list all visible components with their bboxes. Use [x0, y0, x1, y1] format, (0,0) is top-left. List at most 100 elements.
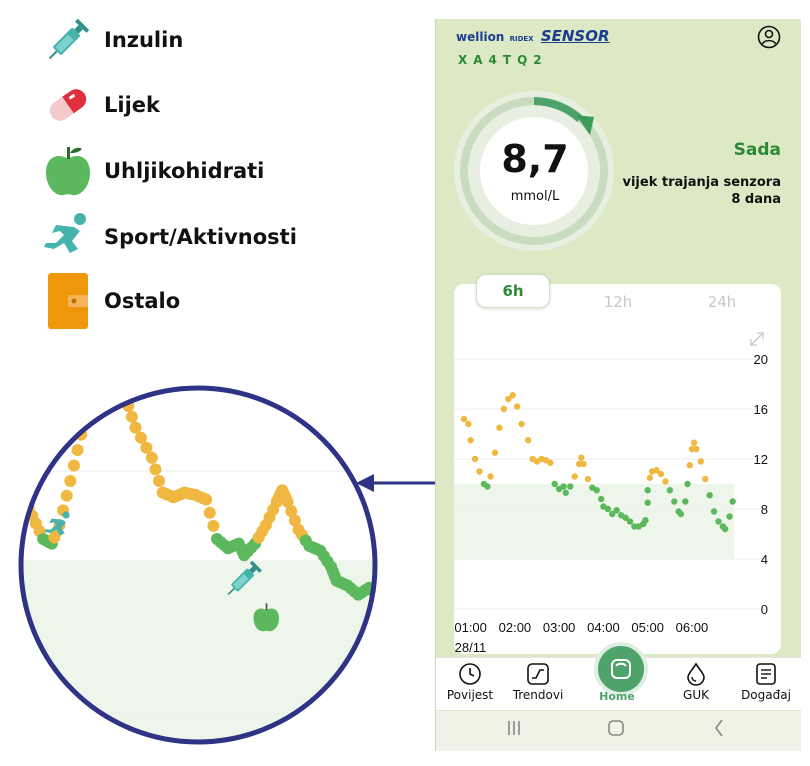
device-code: XA4TQ2 [458, 53, 548, 67]
recent-apps-icon[interactable] [508, 721, 520, 735]
system-nav-bar [436, 711, 801, 751]
zoom-reading-point [145, 451, 158, 464]
glucose-reading-point [609, 510, 616, 518]
zoom-reading-point [115, 389, 128, 395]
glucose-reading-point [721, 525, 729, 533]
zoom-reading-point [16, 463, 20, 475]
glucose-reading-point [686, 462, 693, 469]
glucose-reading-point [715, 518, 722, 525]
zoom-reading-point [285, 505, 298, 518]
zoomed-chart-detail [16, 383, 378, 745]
running-person-icon [44, 511, 70, 536]
glucose-reading-point [465, 420, 472, 428]
trend-arrow-icon [576, 115, 594, 135]
y-tick-label: 0 [761, 602, 768, 617]
glucose-reading-point [491, 449, 499, 456]
glucose-reading-point [547, 459, 554, 466]
glucose-reading-point [571, 473, 578, 480]
home-sensor-icon [611, 659, 631, 679]
zoom-reading-point [207, 519, 220, 532]
pill-icon [40, 77, 96, 133]
glucose-reading-point [580, 460, 587, 468]
glucose-reading-point [604, 505, 612, 513]
glucose-reading-point [500, 405, 508, 413]
glucose-gauge [454, 91, 614, 251]
nav-item-guk[interactable]: GUK [664, 662, 728, 702]
zoom-reading-point [93, 389, 106, 394]
zoom-reading-point [67, 459, 80, 472]
home-system-icon[interactable] [608, 720, 624, 736]
zoom-reading-point [97, 383, 109, 387]
y-tick-label: 4 [761, 552, 768, 567]
zoom-reading-point [153, 475, 166, 487]
glucose-reading-point [677, 510, 685, 518]
y-tick-label: 20 [754, 352, 768, 367]
glucose-reading-point [562, 489, 570, 496]
glucose-reading-point [487, 473, 494, 480]
glucose-value: 8,7 [501, 137, 569, 181]
glucose-reading-point [524, 437, 532, 444]
legend-item-carbs: Uhljikohidrati [40, 143, 264, 199]
glucose-reading-point [598, 495, 605, 503]
glucose-reading-point [644, 499, 651, 506]
zoom-pointer-arrow [356, 474, 436, 492]
nav-item-events[interactable]: Događaj [734, 662, 798, 702]
profile-icon[interactable] [757, 25, 781, 49]
glucose-reading-point [653, 467, 660, 474]
tab-12h[interactable]: 12h [603, 293, 633, 311]
glucose-reading-point [642, 517, 649, 524]
nav-item-history[interactable]: Povijest [438, 662, 502, 702]
brand-logo: wellion RIDEX SENSOR [456, 27, 610, 45]
glucose-reading-point [509, 392, 516, 399]
wallet-icon [40, 273, 96, 329]
zoom-reading-point [86, 393, 99, 406]
glucose-reading-point [657, 470, 665, 478]
glucose-reading-point [688, 445, 696, 453]
legend-item-insulin: Inzulin [40, 12, 183, 68]
glucose-reading-point [646, 474, 654, 481]
syringe-icon [227, 560, 262, 596]
apple-icon [40, 143, 96, 199]
glucose-reading-point [560, 483, 567, 490]
y-tick-label: 16 [754, 402, 768, 417]
nav-label-home: Home [599, 690, 635, 703]
status-label: Sada [733, 140, 781, 160]
glucose-reading-point [682, 498, 689, 505]
expand-icon[interactable] [750, 332, 764, 346]
legend-label: Sport/Aktivnosti [104, 225, 297, 249]
y-tick-label: 8 [761, 502, 768, 517]
nav-item-trends[interactable]: Trendovi [506, 662, 570, 702]
clock-icon [459, 663, 481, 685]
glucose-reading-point [693, 445, 700, 453]
x-tick-label: 03:00 [543, 620, 576, 635]
zoom-reading-point [22, 475, 24, 487]
glucose-reading-point [593, 487, 600, 494]
x-tick-label: 06:00 [676, 620, 709, 635]
brand-sub: RIDEX [509, 35, 534, 43]
glucose-chart: 0 4 8 12 16 20 01:00 02:00 03:00 04:00 05:00 06:00… [454, 332, 770, 654]
running-person-icon [40, 209, 96, 265]
glucose-reading-point [567, 483, 574, 490]
zoom-reading-point [89, 389, 102, 400]
nav-label: Događaj [741, 688, 791, 702]
glucose-reading-point [729, 498, 736, 505]
glucose-reading-point [710, 508, 718, 515]
legend-item-other: Ostalo [40, 273, 180, 329]
home-button[interactable] [594, 642, 648, 696]
zoom-reading-point [129, 421, 142, 434]
legend-label: Inzulin [104, 28, 184, 52]
glucose-reading-point [467, 437, 474, 444]
zoom-reading-point [134, 431, 147, 444]
bottom-nav: Povijest Trendovi Home GUK [436, 642, 801, 710]
glucose-unit: mmol/L [510, 189, 560, 204]
tab-6h[interactable]: 6h [476, 274, 550, 308]
back-icon[interactable] [715, 719, 723, 737]
tab-24h[interactable]: 24h [707, 293, 737, 311]
zoom-reading-point [288, 514, 301, 527]
zoom-target-band [22, 561, 374, 741]
glucose-reading-point [578, 454, 585, 461]
syringe-icon [40, 12, 96, 68]
glucose-reading-point [666, 487, 674, 494]
brand-product: SENSOR [540, 27, 610, 45]
zoom-reading-point [203, 506, 216, 519]
